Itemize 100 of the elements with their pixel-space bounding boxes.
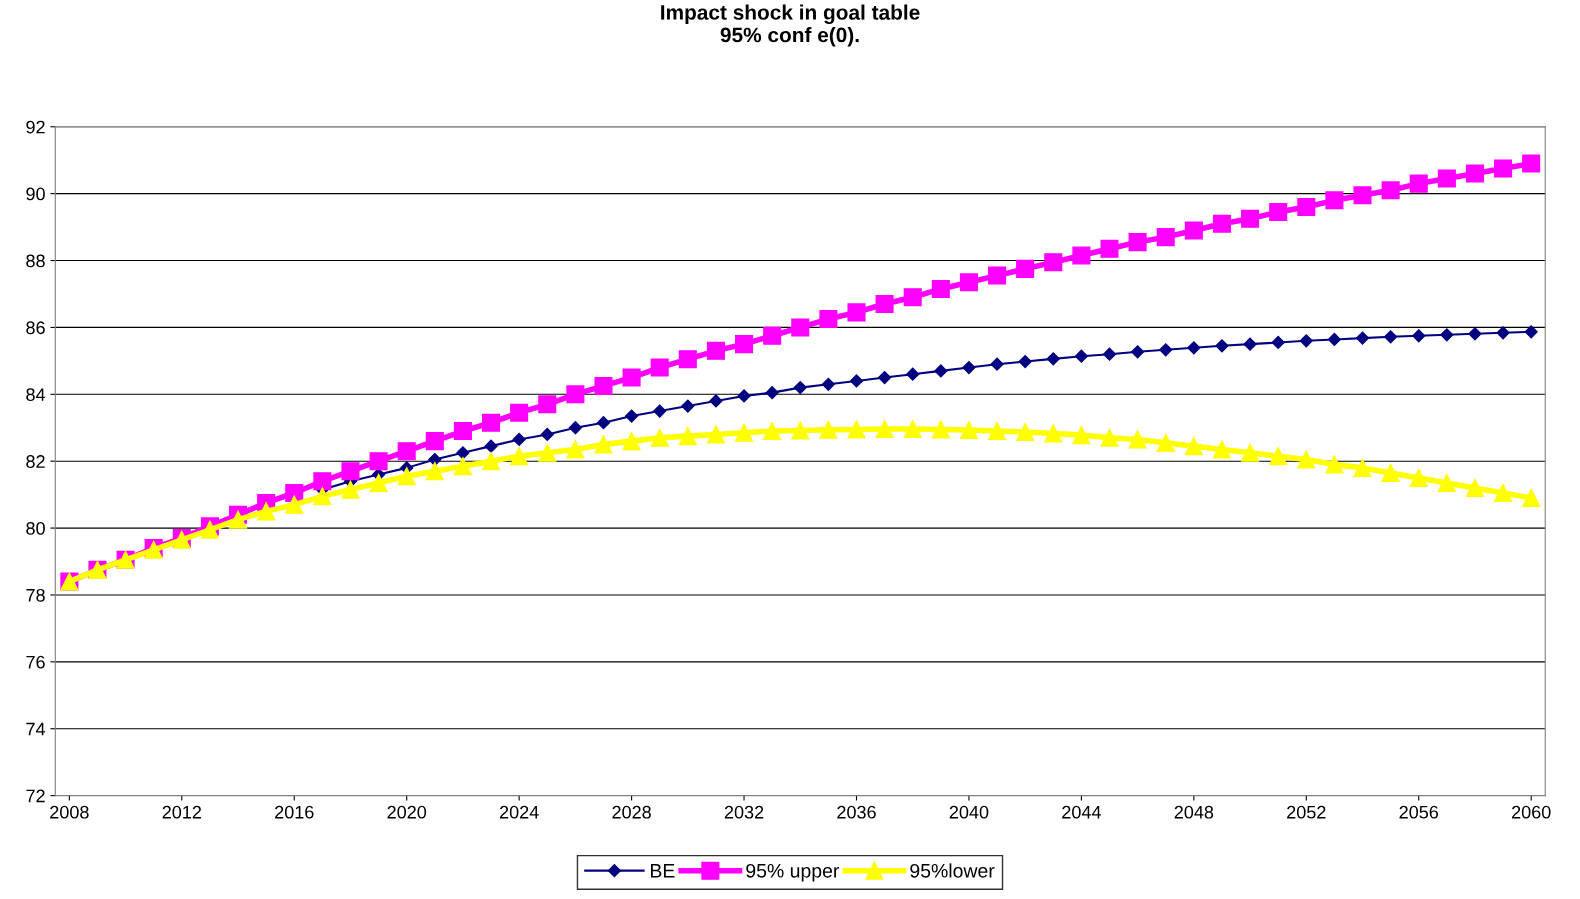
y-tick-label: 76	[26, 655, 45, 669]
x-tick-label: 2016	[275, 805, 314, 819]
point	[903, 420, 922, 439]
point	[1016, 259, 1035, 278]
point	[257, 502, 276, 521]
point	[1184, 221, 1203, 240]
point	[934, 364, 948, 378]
legend-label: 95% upper	[746, 863, 840, 882]
chart-title: Impact shock in goal table 95% conf e(0).	[661, 4, 920, 47]
point	[931, 420, 950, 439]
point	[1437, 169, 1456, 188]
y-tick-label: 90	[26, 187, 45, 201]
point	[313, 472, 332, 491]
point	[1215, 339, 1229, 353]
point	[1018, 354, 1032, 369]
point	[681, 399, 695, 413]
point	[512, 432, 526, 447]
point	[1241, 209, 1260, 228]
point	[1187, 341, 1201, 355]
point	[793, 381, 807, 395]
point	[1353, 186, 1372, 205]
point	[1128, 233, 1147, 252]
point	[709, 394, 723, 408]
x-tick-label: 2028	[612, 805, 651, 819]
point	[341, 462, 360, 481]
point	[1072, 246, 1091, 265]
point	[906, 367, 920, 381]
point	[538, 443, 557, 462]
point	[988, 266, 1007, 285]
y-tick-label: 86	[26, 321, 45, 335]
y-tick-label: 78	[26, 588, 45, 602]
point	[622, 432, 641, 451]
point	[1496, 326, 1510, 340]
point	[1353, 458, 1372, 477]
point	[791, 421, 810, 440]
legend-label: 95%lower	[910, 863, 995, 878]
y-tick-label: 74	[26, 722, 46, 736]
point	[1156, 433, 1175, 452]
point	[1016, 423, 1035, 442]
point	[678, 427, 697, 446]
point	[990, 357, 1004, 371]
point	[962, 360, 976, 375]
point	[1102, 347, 1117, 361]
point	[1381, 181, 1400, 200]
x-tick-label: 2060	[1512, 805, 1551, 819]
point	[706, 341, 725, 360]
point	[1409, 468, 1428, 487]
y-tick-label: 84	[26, 388, 46, 402]
point	[1325, 455, 1344, 474]
point	[847, 420, 866, 439]
point	[735, 335, 754, 354]
point	[988, 422, 1007, 441]
point	[875, 294, 894, 314]
point	[1465, 164, 1484, 183]
point	[1384, 330, 1398, 344]
point	[1522, 488, 1541, 508]
y-tick-label: 80	[26, 522, 45, 535]
y-tick-label: 72	[26, 789, 45, 803]
point	[453, 457, 472, 476]
point	[1128, 430, 1147, 449]
point	[397, 442, 416, 461]
point	[1381, 463, 1400, 482]
x-tick-label: 2052	[1287, 805, 1326, 819]
point	[1100, 428, 1119, 447]
x-tick-label: 2020	[387, 805, 427, 819]
y-tick-label: 88	[26, 254, 45, 268]
point	[1327, 332, 1341, 347]
point	[1465, 478, 1484, 497]
point	[313, 487, 332, 506]
point	[706, 425, 725, 444]
point	[735, 423, 754, 442]
point	[1468, 327, 1482, 341]
point	[763, 422, 782, 441]
point	[1355, 331, 1370, 345]
point	[540, 427, 554, 442]
x-tick-label: 2012	[162, 805, 201, 819]
point	[510, 403, 529, 422]
point	[1269, 203, 1288, 222]
point	[819, 420, 838, 439]
y-tick-label: 82	[26, 455, 45, 468]
point	[397, 467, 416, 486]
point	[875, 420, 894, 439]
legend-label: BE	[651, 864, 675, 878]
point	[1241, 443, 1260, 462]
point	[650, 428, 669, 447]
point	[369, 473, 388, 492]
point	[1412, 329, 1426, 343]
point	[1100, 239, 1119, 258]
point	[791, 318, 810, 337]
point	[538, 395, 557, 414]
point	[453, 422, 472, 441]
point	[625, 409, 639, 423]
point	[1044, 253, 1063, 272]
x-tick-label: 2056	[1399, 805, 1439, 819]
point	[594, 435, 613, 454]
point	[1269, 447, 1288, 466]
point	[878, 370, 892, 385]
point	[229, 510, 248, 529]
point	[849, 374, 864, 388]
point	[1409, 174, 1428, 193]
